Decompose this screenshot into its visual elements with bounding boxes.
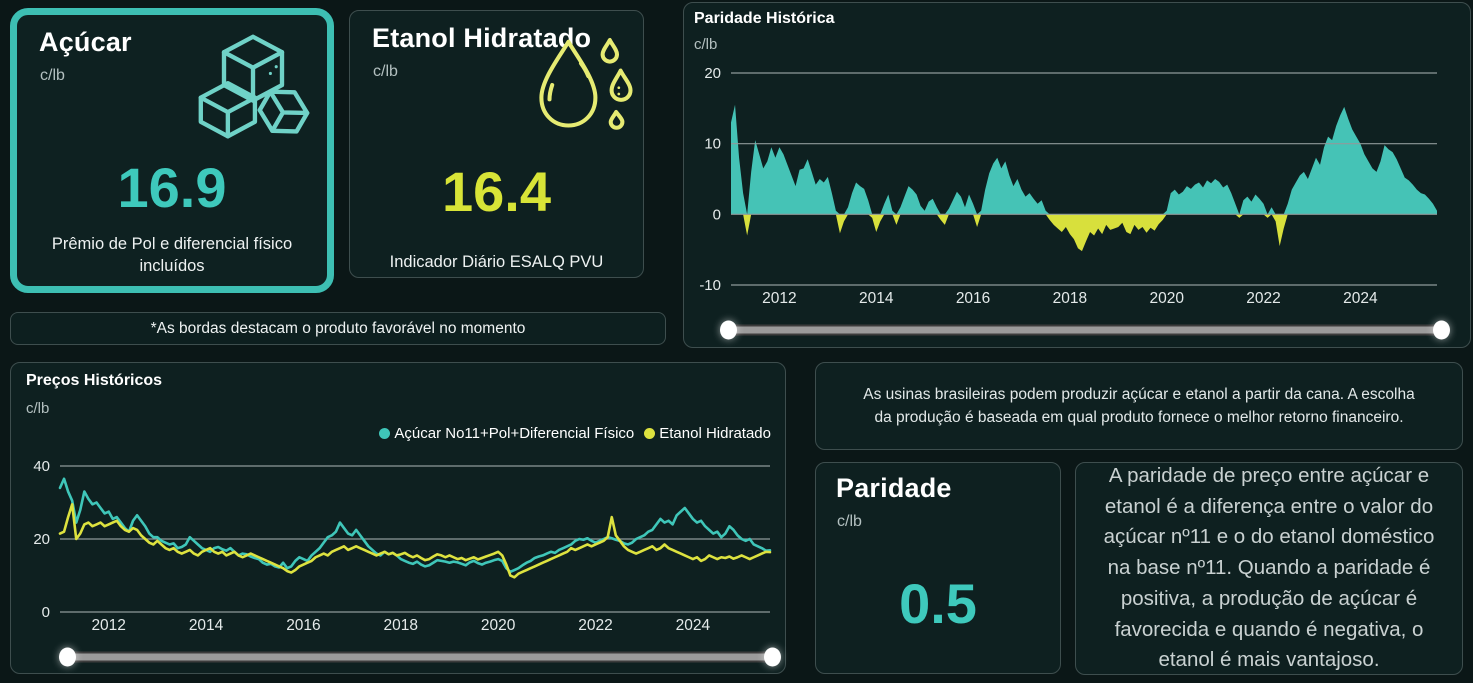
paridade-kpi-value: 0.5 <box>899 572 977 635</box>
note-banner: *As bordas destacam o produto favorável … <box>10 312 666 345</box>
precos-historicos-title: Preços Históricos <box>26 372 163 389</box>
svg-text:2022: 2022 <box>1246 290 1280 307</box>
etanol-unit-label: c/lb <box>373 63 398 80</box>
paridade-time-range-slider[interactable] <box>720 317 1450 343</box>
svg-text:2022: 2022 <box>578 617 612 634</box>
slider-track[interactable] <box>66 651 774 663</box>
svg-text:40: 40 <box>33 458 50 475</box>
svg-text:2014: 2014 <box>189 617 224 634</box>
precos-historicos-unit-label: c/lb <box>26 400 50 417</box>
svg-text:2024: 2024 <box>1343 290 1378 307</box>
legend-item-etanol[interactable]: Etanol Hidratado <box>644 425 771 442</box>
svg-text:0: 0 <box>42 604 50 621</box>
info-box-producao: As usinas brasileiras podem produzir açú… <box>815 362 1463 450</box>
paridade-historica-unit-label: c/lb <box>694 36 718 53</box>
slider-track[interactable] <box>727 324 1443 336</box>
svg-text:2016: 2016 <box>956 290 990 307</box>
acucar-kpi-value: 16.9 <box>117 156 227 219</box>
acucar-kpi-caption: Prêmio de Pol e diferencial físico inclu… <box>51 235 293 276</box>
legend-dot-acucar <box>379 428 391 439</box>
etanol-kpi-caption: Indicador Diário ESALQ PVU <box>389 253 604 271</box>
svg-text:2016: 2016 <box>286 617 320 634</box>
precos-historicos-line-chart[interactable]: 40 20 0 2012 2014 2016 2018 2020 2022 2024 <box>12 453 786 639</box>
svg-text:2024: 2024 <box>676 617 711 634</box>
paridade-historica-title: Paridade Histórica <box>694 10 835 27</box>
precos-time-range-slider[interactable] <box>59 644 781 670</box>
svg-text:0: 0 <box>713 206 721 223</box>
svg-text:2012: 2012 <box>762 290 796 307</box>
slider-handle-right[interactable] <box>764 647 781 667</box>
paridade-historica-panel: Paridade Histórica c/lb 20 10 0 -10 2012 2014… <box>683 2 1471 348</box>
kpi-card-paridade: Paridade c/lb 0.5 <box>815 462 1061 674</box>
water-drops-icon <box>527 31 635 139</box>
paridade-card-title: Paridade <box>836 473 952 503</box>
svg-text:-10: -10 <box>699 277 721 294</box>
chart-legend: Açúcar No11+Pol+Diferencial Físico Etano… <box>379 425 771 442</box>
svg-text:20: 20 <box>704 65 721 82</box>
acucar-card-title: Açúcar <box>39 27 132 57</box>
svg-text:2018: 2018 <box>384 617 418 634</box>
svg-text:2014: 2014 <box>859 290 894 307</box>
precos-historicos-panel: Preços Históricos c/lb Açúcar No11+Pol+D… <box>10 362 786 674</box>
svg-text:2020: 2020 <box>481 617 516 634</box>
svg-text:2018: 2018 <box>1053 290 1087 307</box>
info-box-paridade-explicacao: A paridade de preço entre açúcar e etano… <box>1075 462 1463 675</box>
legend-dot-etanol <box>644 428 656 439</box>
svg-text:2020: 2020 <box>1149 290 1184 307</box>
legend-label-acucar: Açúcar No11+Pol+Diferencial Físico <box>394 425 635 442</box>
paridade-unit-label: c/lb <box>837 513 862 530</box>
acucar-unit-label: c/lb <box>40 67 65 84</box>
slider-handle-right[interactable] <box>1433 320 1450 340</box>
etanol-kpi-value: 16.4 <box>442 160 551 223</box>
etanol-card-title: Etanol Hidratado <box>372 23 592 53</box>
svg-text:2012: 2012 <box>91 617 125 634</box>
sugar-cubes-icon <box>195 29 311 145</box>
svg-text:20: 20 <box>33 531 50 548</box>
legend-label-etanol: Etanol Hidratado <box>659 425 771 442</box>
legend-item-acucar[interactable]: Açúcar No11+Pol+Diferencial Físico <box>379 425 634 442</box>
slider-handle-left[interactable] <box>720 320 737 340</box>
kpi-card-acucar: Açúcar c/lb 16.9 Prêmio de Pol e diferen… <box>10 8 334 293</box>
kpi-card-etanol: Etanol Hidratado c/lb 16.4 Indicador Diá… <box>349 10 644 278</box>
slider-handle-left[interactable] <box>59 647 76 667</box>
paridade-historica-area-chart[interactable]: 20 10 0 -10 2012 2014 2016 2018 2020 2022 2024 <box>684 59 1472 311</box>
svg-text:10: 10 <box>704 136 721 153</box>
